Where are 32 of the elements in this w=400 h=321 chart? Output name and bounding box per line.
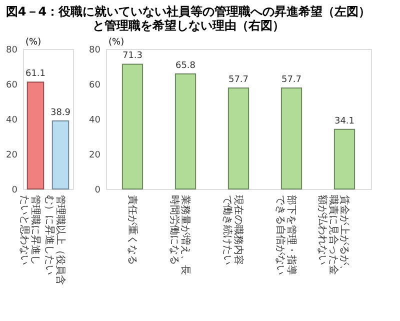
y-tick-label: 0 (94, 186, 101, 196)
data-label: 34.1 (334, 116, 355, 126)
y-tick-label: 60 (6, 80, 18, 90)
x-tick-label: 管理職に昇進したいと思わない (18, 195, 42, 265)
data-label: 71.3 (122, 51, 143, 62)
y-tick-label: 20 (89, 150, 101, 160)
bar (228, 88, 250, 190)
data-label: 57.7 (281, 75, 302, 86)
x-tick-label: 責任が重くなる (126, 195, 138, 265)
text: 図4－4：役職に就いていない社員等の管理職への昇進希望（左図）と管理職を希望しない理由（右図） (6, 4, 371, 32)
bar (334, 128, 356, 190)
bar (122, 64, 144, 190)
x-tick-label: 賃金が上がるが、職責に見合った金額が払われない (316, 195, 350, 275)
data-label: 61.1 (25, 69, 46, 80)
data-label: 57.7 (228, 75, 249, 86)
y-tick-label: 40 (6, 116, 18, 126)
y-tick-label: 20 (6, 150, 18, 160)
x-tick-label: 業務量が増え、長時間労働になる (168, 195, 192, 275)
y-tick-label: 80 (6, 46, 18, 56)
y-tick-label: 0 (12, 186, 18, 196)
x-tick-label: 現在の職務内容で働き続けたい (222, 195, 244, 265)
x-tick-label: 管理職以上（役員含む）に昇進したい (44, 195, 66, 285)
data-label: 38.9 (50, 108, 71, 118)
y-axis-title: (%) (26, 38, 42, 48)
bar (174, 73, 196, 190)
y-tick-label: 80 (89, 46, 101, 56)
y-tick-label: 60 (89, 80, 101, 90)
bar (280, 88, 302, 190)
y-tick-label: 40 (89, 116, 101, 126)
y-axis-title: (%) (108, 38, 124, 48)
data-label: 65.8 (175, 60, 196, 71)
x-tick-label: 部下を管理・指導できる自信がない (274, 195, 298, 275)
